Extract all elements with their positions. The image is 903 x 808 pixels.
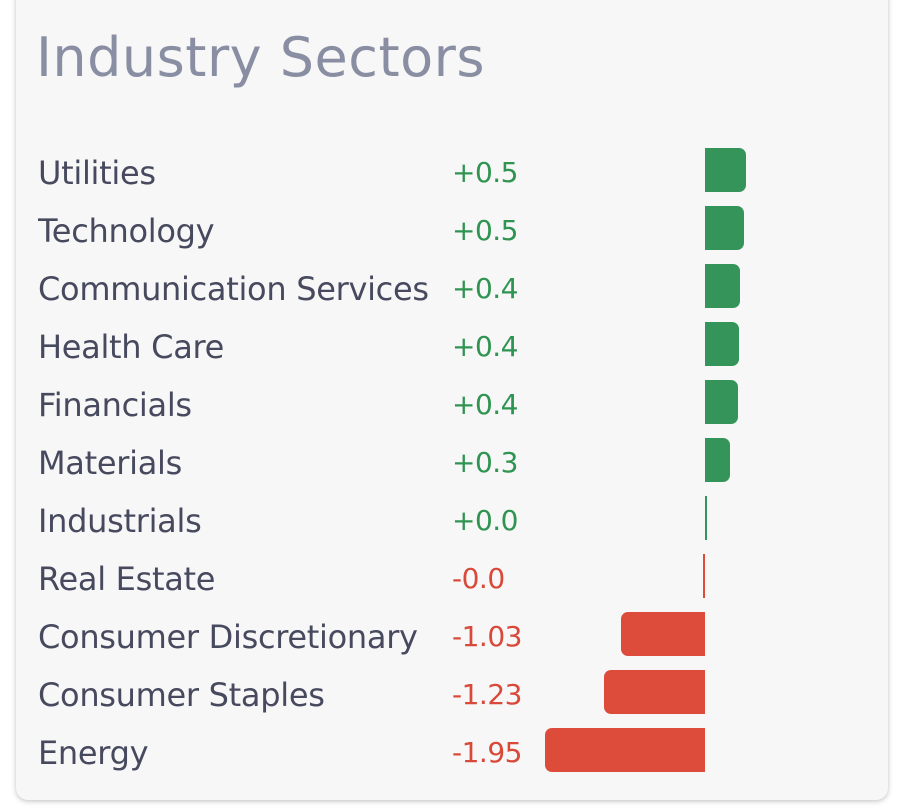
sector-name: Consumer Discretionary bbox=[38, 618, 418, 656]
chart-title: Industry Sectors bbox=[36, 26, 486, 89]
sector-bar bbox=[604, 670, 705, 714]
sector-name: Real Estate bbox=[38, 560, 216, 598]
sector-row: Technology +0.5 bbox=[0, 206, 903, 264]
sector-row: Real Estate -0.0 bbox=[0, 554, 903, 612]
sector-value: +0.3 bbox=[452, 446, 519, 479]
sector-bar bbox=[620, 612, 705, 656]
sector-row: Financials +0.4 bbox=[0, 380, 903, 438]
sector-value: +0.4 bbox=[452, 388, 519, 421]
sector-value: +0.4 bbox=[452, 272, 519, 305]
sector-value: -1.03 bbox=[452, 620, 522, 653]
sector-row: Utilities +0.5 bbox=[0, 148, 903, 206]
sector-row: Energy -1.95 bbox=[0, 728, 903, 786]
sector-bar bbox=[703, 554, 705, 598]
sector-bar bbox=[705, 380, 738, 424]
sector-bar bbox=[705, 148, 746, 192]
sector-bar bbox=[705, 438, 730, 482]
sector-value: -0.0 bbox=[452, 562, 505, 595]
sector-value: +0.5 bbox=[452, 214, 519, 247]
sector-name: Energy bbox=[38, 734, 149, 772]
sector-row: Industrials +0.0 bbox=[0, 496, 903, 554]
industry-sectors-card bbox=[16, 0, 888, 800]
sector-bar bbox=[705, 264, 741, 308]
sector-bar bbox=[705, 322, 739, 366]
sector-bar bbox=[705, 206, 744, 250]
sector-value: +0.4 bbox=[452, 330, 519, 363]
sector-name: Materials bbox=[38, 444, 182, 482]
sector-row: Health Care +0.4 bbox=[0, 322, 903, 380]
sector-name: Communication Services bbox=[38, 270, 429, 308]
sector-bar bbox=[705, 496, 707, 540]
sector-name: Financials bbox=[38, 386, 192, 424]
sector-name: Health Care bbox=[38, 328, 225, 366]
sector-name: Technology bbox=[38, 212, 215, 250]
sector-name: Consumer Staples bbox=[38, 676, 325, 714]
sector-row: Materials +0.3 bbox=[0, 438, 903, 496]
sector-row: Consumer Discretionary -1.03 bbox=[0, 612, 903, 670]
sector-name: Industrials bbox=[38, 502, 202, 540]
sector-value: +0.0 bbox=[452, 504, 519, 537]
sector-row: Consumer Staples -1.23 bbox=[0, 670, 903, 728]
sector-row: Communication Services +0.4 bbox=[0, 264, 903, 322]
sector-bar bbox=[545, 728, 705, 772]
sector-name: Utilities bbox=[38, 154, 156, 192]
sector-value: +0.5 bbox=[452, 156, 519, 189]
sector-value: -1.95 bbox=[452, 736, 522, 769]
sector-value: -1.23 bbox=[452, 678, 522, 711]
